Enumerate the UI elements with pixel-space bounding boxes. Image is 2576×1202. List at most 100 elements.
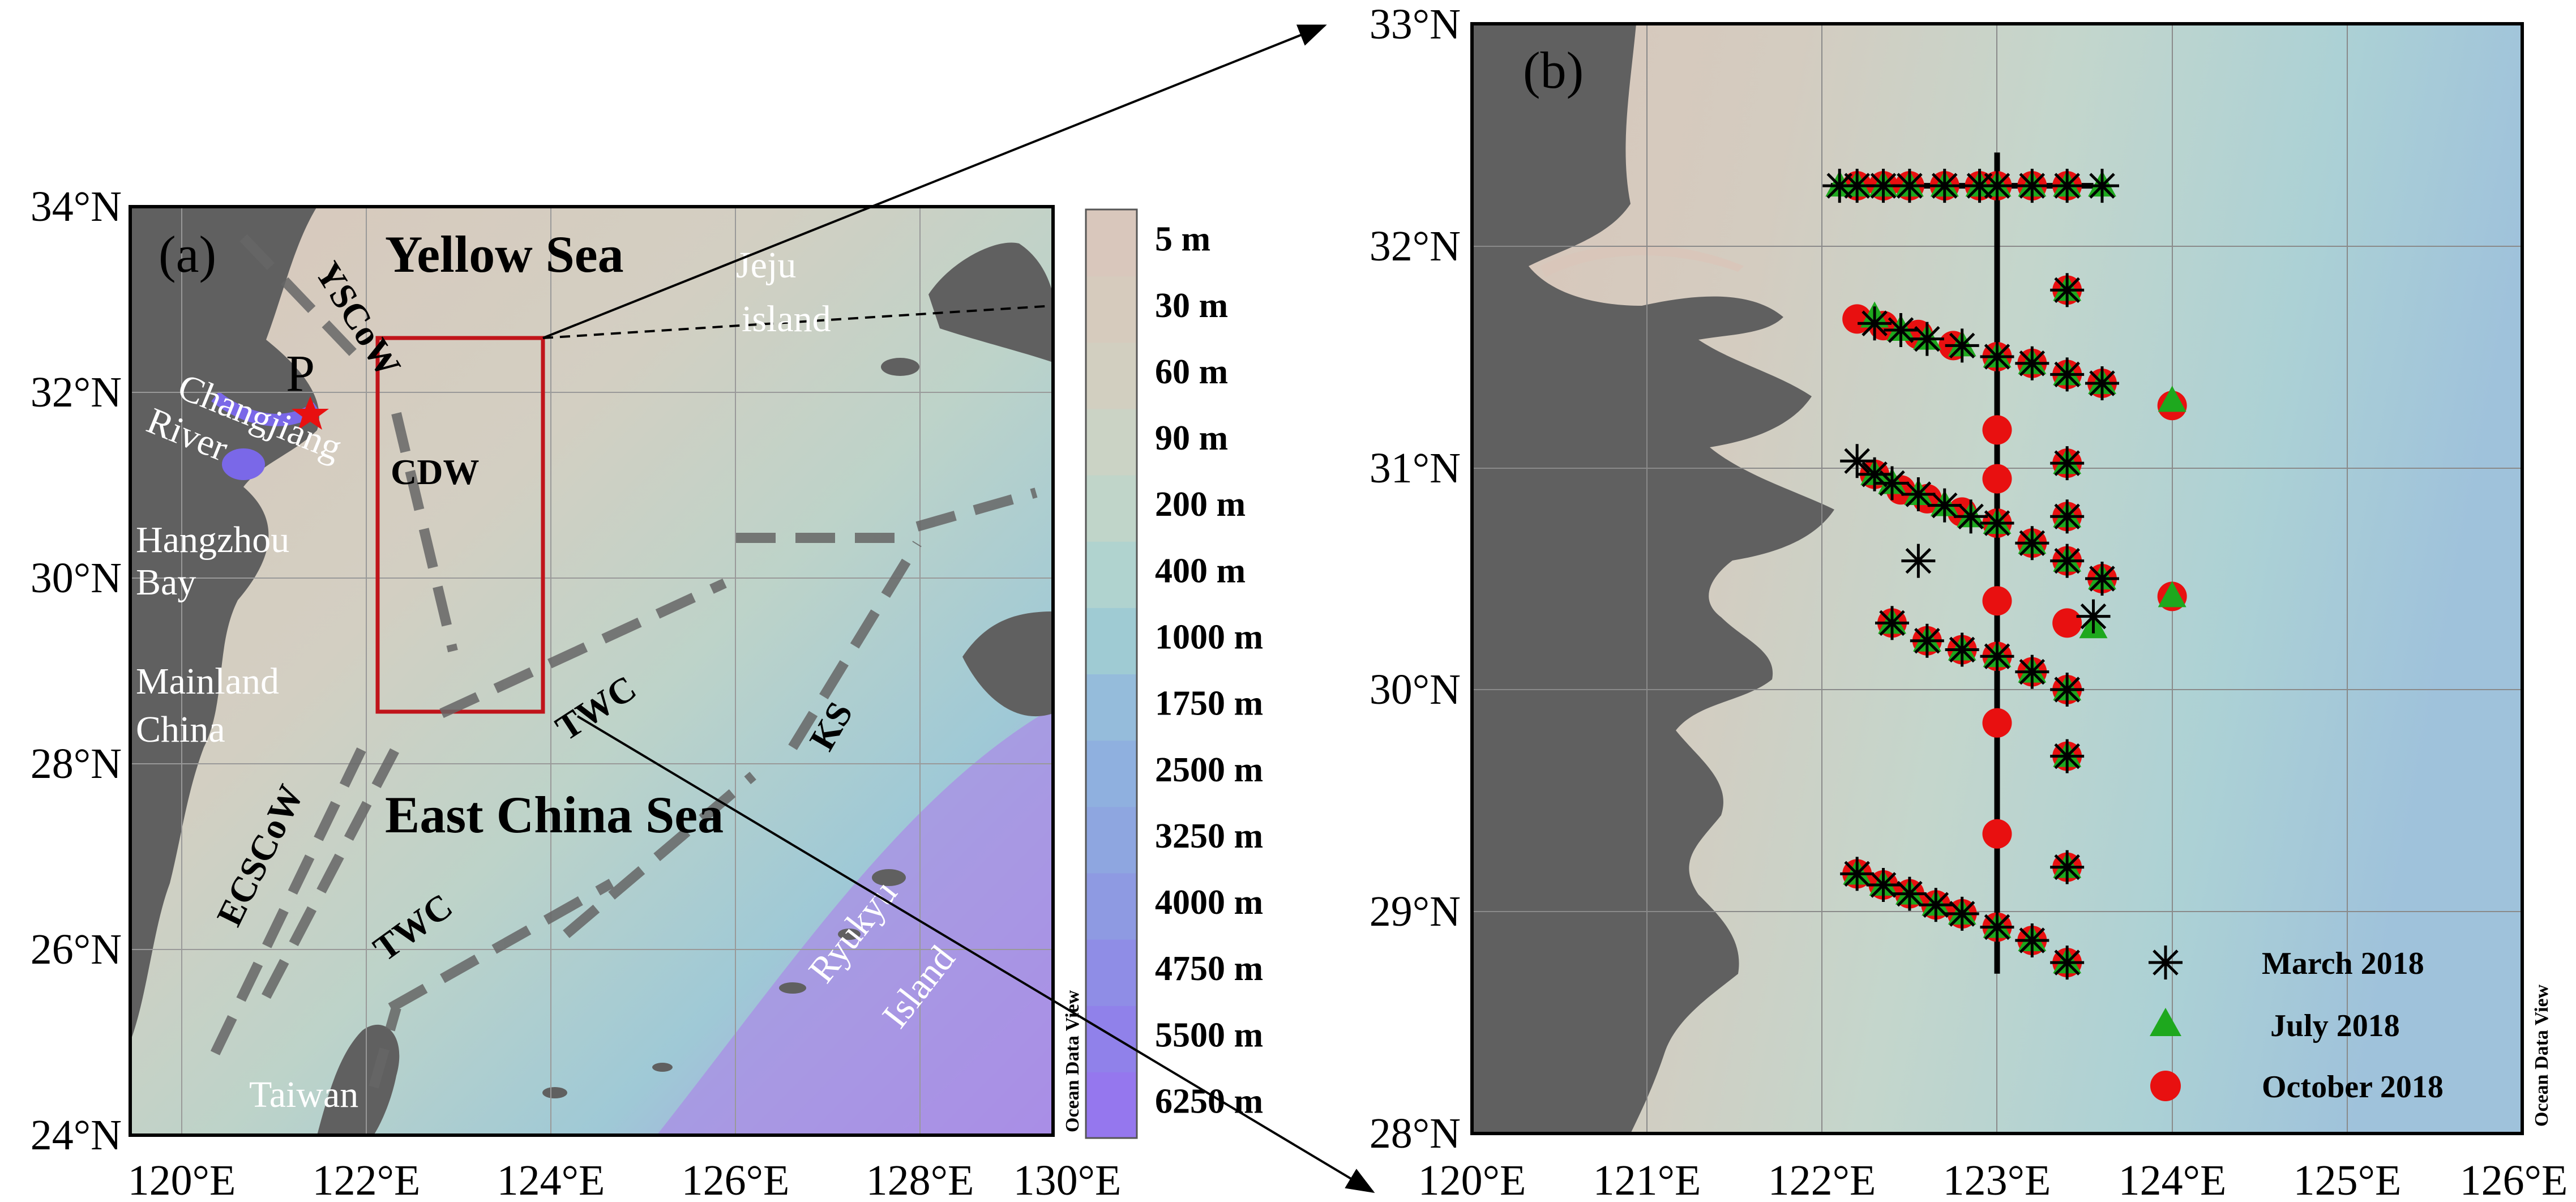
station-asterisk-26 xyxy=(2050,446,2085,481)
colorbar-label-0: 5 m xyxy=(1155,220,1210,259)
jeju-island-label: island xyxy=(742,298,831,340)
panel-a-zoom-dashed-line xyxy=(542,305,1054,339)
station-asterisk-37 xyxy=(2015,655,2049,689)
panel-b-lat-28: 28°N xyxy=(1370,1110,1461,1157)
legend-march-asterisk-icon xyxy=(2149,946,2183,979)
colorbar-swatch-12 xyxy=(1086,1005,1137,1072)
station-triangle-31 xyxy=(2158,581,2186,608)
panel-b-lon-122: 122°E xyxy=(1768,1157,1876,1202)
panel-a-ryukyu-4 xyxy=(652,1063,673,1072)
station-asterisk-15 xyxy=(1980,340,2014,374)
station-asterisk-4 xyxy=(1927,169,1962,203)
colorbar-swatch-2 xyxy=(1086,342,1137,409)
panel-b-estuary-islands xyxy=(1540,245,1744,277)
panel-a: (a) Yellow Sea East China Sea P Changjia… xyxy=(31,183,1122,1202)
colorbar-label-6: 1000 m xyxy=(1155,618,1263,656)
colorbar-swatch-13 xyxy=(1086,1071,1137,1139)
station-asterisk-45 xyxy=(1945,896,1979,931)
station-asterisk-38 xyxy=(2050,673,2085,707)
colorbar-swatch-1 xyxy=(1086,276,1137,343)
panel-b-lon-123: 123°E xyxy=(1943,1157,2051,1202)
panel-a-lon-120: 120°E xyxy=(128,1157,236,1202)
station-circle-18 xyxy=(1982,415,2012,445)
colorbar-label-3: 90 m xyxy=(1155,419,1228,457)
panel-a-lat-34: 34°N xyxy=(31,183,122,230)
panel-a-lat-30: 30°N xyxy=(31,554,122,602)
station-asterisk-18 xyxy=(2085,366,2119,401)
legend-october-label: October 2018 xyxy=(2262,1070,2444,1105)
colorbar-label-5: 400 m xyxy=(1155,551,1246,590)
panel-a-study-area-box xyxy=(375,336,545,714)
panel-a-ryukyu-5 xyxy=(542,1087,567,1098)
panel-a-deep-water xyxy=(657,708,1053,1135)
station-circle-41 xyxy=(1982,819,2012,849)
jeju-label: Jeju xyxy=(736,245,796,286)
hangzhou-label: Hangzhou xyxy=(136,519,289,561)
station-asterisk-23 xyxy=(1927,488,1962,523)
colorbar-swatch-11 xyxy=(1086,939,1137,1006)
station-asterisk-22 xyxy=(1901,477,1936,512)
station-circle-32 xyxy=(2052,608,2082,638)
station-asterisk-42 xyxy=(1866,867,1901,902)
panel-b-lon-125: 125°E xyxy=(2293,1157,2402,1202)
station-asterisk-5 xyxy=(1962,169,1997,203)
panel-b-lon-124: 124°E xyxy=(2119,1157,2227,1202)
colorbar-swatch-6 xyxy=(1086,607,1137,674)
bay-label: Bay xyxy=(136,562,196,603)
zoom-arrow-top xyxy=(542,24,1327,339)
legend-july-label: July 2018 xyxy=(2270,1008,2400,1043)
panel-b-land xyxy=(1472,24,1834,1133)
station-asterisk-48 xyxy=(2050,946,2085,980)
panel-a-land-korea xyxy=(928,242,1053,362)
panel-b: (b) March 2018 July 2018 October 2018 Oc… xyxy=(1370,1,2568,1202)
station-asterisk-24 xyxy=(1954,499,1988,534)
station-asterisk-16 xyxy=(2015,346,2049,380)
colorbar-label-11: 4750 m xyxy=(1155,949,1263,988)
station-asterisk-13 xyxy=(1910,322,1944,356)
panel-a-lon-130: 130°E xyxy=(1013,1157,1122,1202)
station-asterisk-34 xyxy=(1910,623,1944,658)
station-asterisk-2 xyxy=(1866,169,1901,203)
station-circle-19 xyxy=(1982,464,2012,494)
station-p-label: P xyxy=(286,344,315,402)
panel-b-lon-126: 126°E xyxy=(2460,1157,2568,1202)
colorbar-label-2: 60 m xyxy=(1155,353,1228,391)
panel-a-land-kyushu xyxy=(962,611,1053,717)
station-asterisk-41 xyxy=(1840,857,1875,891)
station-asterisk-1 xyxy=(1840,169,1875,203)
station-asterisk-3 xyxy=(1892,169,1927,203)
station-asterisk-44 xyxy=(1919,888,1953,922)
panel-a-label: (a) xyxy=(159,225,216,283)
panel-a-ryukyu-1 xyxy=(872,869,906,886)
panel-a-lon-124: 124°E xyxy=(497,1157,605,1202)
colorbar-swatch-9 xyxy=(1086,806,1137,874)
panel-a-lon-122: 122°E xyxy=(313,1157,421,1202)
panel-a-lat-28: 28°N xyxy=(31,740,122,788)
station-asterisk-6 xyxy=(1980,169,2014,203)
station-asterisk-47 xyxy=(2015,923,2049,957)
panel-a-lat-32: 32°N xyxy=(31,369,122,416)
panel-b-frame xyxy=(1470,22,2524,1135)
colorbar-frame xyxy=(1085,208,1138,1139)
legend-march-label: March 2018 xyxy=(2262,946,2424,981)
station-asterisk-28 xyxy=(2015,526,2049,561)
mainland-label: Mainland xyxy=(136,661,279,702)
panel-a-lon-128: 128°E xyxy=(866,1157,974,1202)
panel-a-frame xyxy=(129,205,1055,1137)
station-asterisk-29 xyxy=(2050,544,2085,578)
station-asterisk-19 xyxy=(1840,444,1875,478)
current-cdw-label: CDW xyxy=(391,452,479,492)
panel-b-lat-32: 32°N xyxy=(1370,223,1461,270)
panel-a-lon-126: 126°E xyxy=(682,1157,790,1202)
panel-a-ryukyu-2 xyxy=(838,929,861,940)
station-asterisk-17 xyxy=(2050,357,2085,392)
colorbar-label-7: 1750 m xyxy=(1155,685,1263,723)
station-asterisk-32 xyxy=(2076,599,2111,634)
station-circle-31 xyxy=(1982,586,2012,616)
colorbar-label-8: 2500 m xyxy=(1155,751,1263,789)
station-asterisk-9 xyxy=(2085,169,2119,203)
station-asterisk-25 xyxy=(1980,506,2014,540)
legend-october-circle-icon xyxy=(2150,1071,2181,1101)
station-asterisk-27 xyxy=(2050,499,2085,534)
station-asterisk-20 xyxy=(1858,457,1892,491)
